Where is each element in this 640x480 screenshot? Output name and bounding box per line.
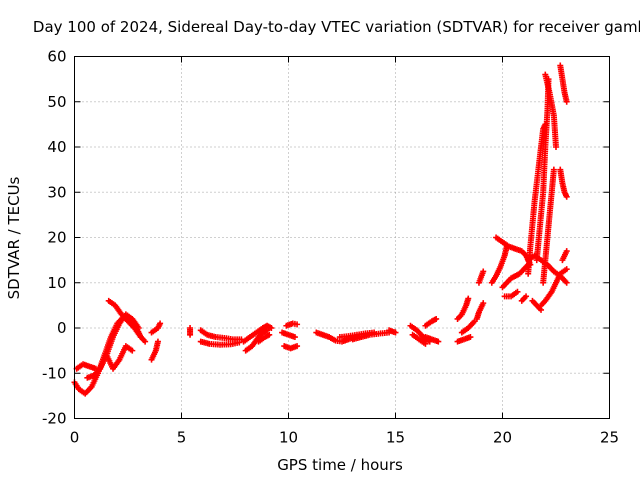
- data-track: [281, 343, 301, 352]
- data-track: [240, 322, 275, 345]
- data-track: [255, 331, 273, 345]
- data-point-marker: [563, 193, 570, 200]
- data-track: [279, 329, 298, 341]
- data-point-marker: [480, 300, 487, 307]
- data-track: [475, 268, 487, 286]
- x-tick-label: 15: [386, 429, 405, 447]
- data-point-marker: [514, 288, 521, 295]
- data-track: [540, 166, 557, 286]
- data-track: [386, 327, 399, 336]
- y-tick-label: 20: [47, 229, 66, 247]
- data-track: [148, 320, 164, 336]
- y-axis-label: SDTVAR / TECUs: [5, 176, 23, 299]
- grid-lines: [74, 56, 610, 419]
- data-track: [499, 261, 532, 291]
- y-tick-label: 50: [47, 93, 66, 111]
- data-points: [71, 62, 570, 397]
- y-tick-label: -10: [42, 364, 67, 382]
- data-track: [283, 320, 301, 329]
- data-track: [542, 71, 559, 150]
- data-track: [518, 293, 530, 304]
- data-point-marker: [291, 334, 298, 341]
- data-point-marker: [550, 166, 557, 173]
- data-point-marker: [236, 339, 243, 346]
- x-tick-label: 10: [279, 429, 298, 447]
- data-point-marker: [264, 327, 271, 334]
- data-track: [197, 338, 243, 348]
- data-point-marker: [467, 334, 474, 341]
- data-track: [473, 300, 487, 322]
- data-point-marker: [523, 293, 530, 300]
- data-track: [197, 327, 245, 343]
- y-tick-label: 10: [47, 274, 66, 292]
- data-point-marker: [266, 331, 273, 338]
- data-track: [454, 295, 472, 322]
- x-axis-label: GPS time / hours: [277, 456, 403, 474]
- data-point-marker: [435, 338, 442, 345]
- y-tick-label: 60: [47, 48, 66, 66]
- y-tick-label: 40: [47, 138, 66, 156]
- data-point-marker: [563, 266, 570, 273]
- data-point-marker: [465, 295, 472, 302]
- data-track: [422, 315, 440, 329]
- data-track: [493, 234, 534, 268]
- data-point-marker: [422, 340, 429, 347]
- data-track: [529, 297, 545, 313]
- data-point-marker: [268, 325, 275, 331]
- data-track: [422, 334, 442, 345]
- data-track: [458, 318, 478, 336]
- data-track: [84, 311, 142, 381]
- data-track: [559, 248, 570, 264]
- y-tick-label: -20: [42, 410, 67, 428]
- data-track: [488, 243, 510, 286]
- data-point-marker: [392, 329, 399, 336]
- data-point-marker: [142, 338, 149, 345]
- data-point-marker: [294, 343, 301, 350]
- x-tick-label: 5: [177, 429, 187, 447]
- data-track: [538, 266, 570, 309]
- data-point-marker: [480, 268, 487, 275]
- data-point-marker: [294, 321, 301, 328]
- data-track: [557, 166, 570, 200]
- axis-ticks: 0 5 10 15 20 25 -20 -10 0 10 20 30 40 50 60: [42, 48, 619, 447]
- data-track: [557, 62, 570, 105]
- data-track: [525, 252, 570, 286]
- data-track: [105, 297, 149, 345]
- x-tick-label: 25: [600, 429, 619, 447]
- y-tick-label: 30: [47, 183, 66, 201]
- x-tick-label: 0: [70, 429, 80, 447]
- data-point-marker: [157, 320, 164, 327]
- data-track: [148, 338, 161, 363]
- data-point-marker: [129, 347, 136, 354]
- data-point-marker: [563, 279, 570, 286]
- data-point-marker: [563, 248, 570, 255]
- data-track: [73, 361, 99, 372]
- data-point-marker: [563, 98, 570, 105]
- data-point-marker: [553, 144, 559, 150]
- data-track: [103, 343, 136, 372]
- data-track: [501, 288, 521, 300]
- data-point-marker: [154, 338, 161, 345]
- data-track: [409, 331, 429, 347]
- chart-title: Day 100 of 2024, Sidereal Day-to-day VTE…: [33, 18, 640, 36]
- data-point-marker: [433, 315, 440, 322]
- data-point-marker: [187, 331, 194, 338]
- data-track: [187, 325, 194, 338]
- data-track: [349, 329, 393, 343]
- x-tick-label: 20: [493, 429, 512, 447]
- data-track: [454, 334, 474, 345]
- y-tick-label: 0: [57, 319, 67, 337]
